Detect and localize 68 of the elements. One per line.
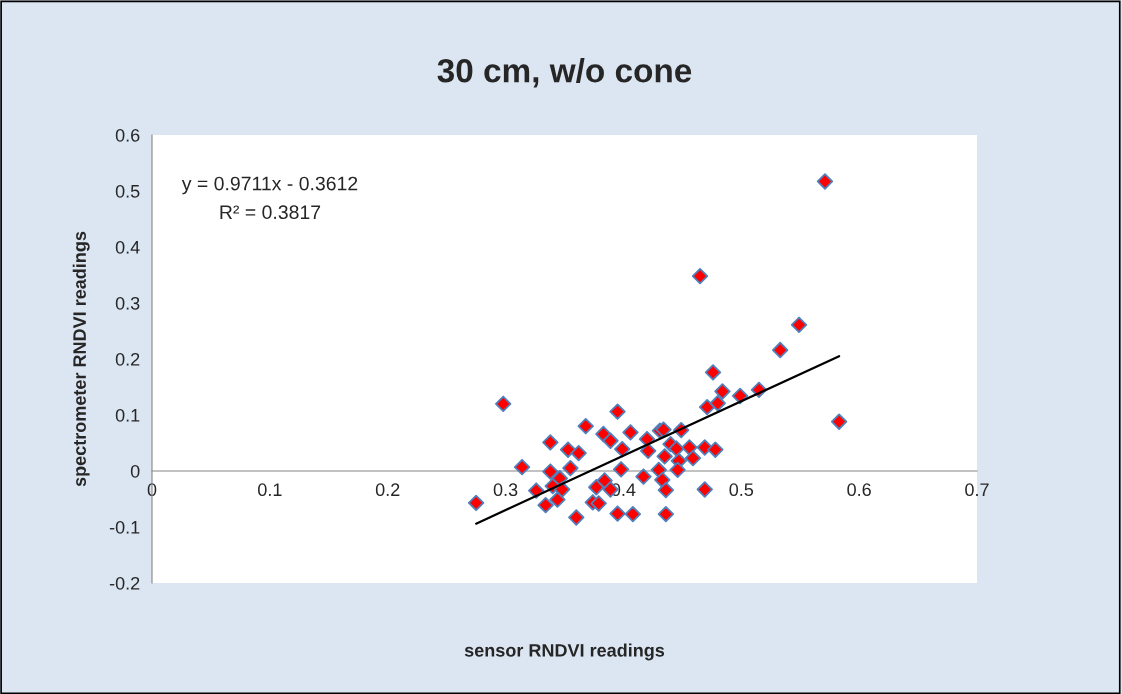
point	[590, 495, 607, 512]
x-tick-label: 0.5	[729, 483, 754, 497]
point	[577, 418, 594, 435]
point	[714, 383, 731, 400]
y-tick-label: 0.2	[115, 352, 140, 366]
point	[549, 491, 566, 508]
y-tick-label: 0.4	[115, 240, 140, 254]
point	[513, 458, 531, 476]
point	[691, 267, 709, 285]
point	[657, 481, 675, 499]
point	[684, 449, 702, 467]
point	[570, 444, 587, 462]
point	[704, 364, 722, 381]
x-tick-label: 0.2	[375, 483, 400, 497]
point	[542, 434, 559, 451]
y-tick-label: 0.6	[115, 128, 140, 142]
point	[559, 441, 577, 458]
point	[609, 505, 626, 522]
x-axis-title: sensor RNDVI readings	[464, 643, 665, 661]
point	[562, 460, 579, 477]
point	[467, 494, 485, 512]
point	[495, 395, 512, 412]
y-axis-title: spectrometer RNDVI readings	[72, 231, 90, 487]
point	[622, 424, 639, 441]
point	[612, 461, 630, 478]
y-tick-label: 0.1	[115, 408, 140, 422]
point	[588, 479, 605, 496]
point	[568, 509, 585, 526]
point	[537, 496, 554, 514]
point	[790, 316, 808, 334]
point	[542, 463, 559, 480]
point	[551, 470, 568, 487]
point	[696, 481, 713, 498]
x-tick-label: 0.6	[847, 483, 871, 497]
x-tick-label: 0.7	[965, 483, 989, 497]
annotation: y = 0.9711x - 0.3612	[181, 176, 358, 195]
point	[596, 472, 613, 489]
point	[657, 505, 675, 523]
point	[655, 421, 672, 438]
point	[681, 439, 698, 456]
point	[669, 461, 686, 479]
y-tick-label: 0.5	[115, 184, 140, 198]
point	[624, 505, 642, 523]
chart-title: 30 cm, w/o cone	[437, 58, 692, 88]
x-tick-label: 0.1	[258, 483, 282, 497]
point	[709, 395, 726, 412]
y-tick-label: 0.3	[115, 296, 140, 310]
x-tick-label: 0.3	[493, 483, 518, 497]
point	[654, 471, 671, 489]
point	[771, 341, 789, 359]
point	[696, 439, 713, 456]
y-tick-label: -0.1	[109, 520, 140, 534]
point	[731, 387, 749, 405]
point	[635, 468, 652, 485]
annotation: R² = 0.3817	[220, 205, 321, 220]
point	[656, 448, 673, 465]
point	[609, 403, 626, 420]
point	[698, 398, 716, 416]
point	[614, 440, 631, 458]
point	[602, 432, 619, 449]
y-tick-label: -0.2	[109, 576, 140, 590]
point	[668, 440, 685, 457]
point	[816, 173, 834, 190]
point	[707, 441, 724, 458]
point	[639, 442, 657, 460]
x-tick-label: 0	[147, 483, 157, 497]
point	[830, 413, 848, 430]
y-tick-label: 0	[130, 464, 140, 478]
